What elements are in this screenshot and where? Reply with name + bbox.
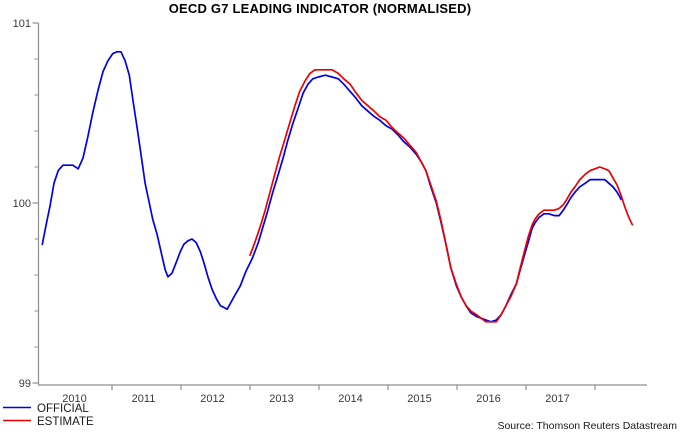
series-line-official bbox=[41, 50, 623, 323]
legend: OFFICIAL ESTIMATE bbox=[3, 403, 94, 428]
legend-item-official: OFFICIAL bbox=[3, 403, 89, 415]
legend-label-estimate: ESTIMATE bbox=[37, 416, 94, 428]
x-axis-label: 2010 bbox=[62, 393, 86, 405]
x-axis-label: 2016 bbox=[476, 393, 500, 405]
series-line-estimate bbox=[249, 68, 634, 323]
x-axis-label: 2014 bbox=[338, 393, 362, 405]
legend-label-official: OFFICIAL bbox=[37, 403, 89, 415]
y-axis-label: 99 bbox=[19, 378, 31, 390]
chart-title: OECD G7 LEADING INDICATOR (NORMALISED) bbox=[169, 1, 472, 16]
series-lines bbox=[41, 50, 634, 323]
axes: 99 100 101 2010 2011 2012 2013 2014 2015 2016 2017 bbox=[13, 18, 647, 405]
legend-item-estimate: ESTIMATE bbox=[3, 416, 94, 428]
x-axis-label: 2011 bbox=[132, 393, 156, 405]
axis-spines bbox=[37, 23, 647, 386]
x-axis-label: 2013 bbox=[269, 393, 293, 405]
y-axis-label: 100 bbox=[13, 198, 31, 210]
source-text: Source: Thomson Reuters Datastream bbox=[497, 420, 677, 432]
x-axis-label: 2012 bbox=[200, 393, 224, 405]
x-axis-label: 2017 bbox=[545, 393, 569, 405]
x-axis-label: 2015 bbox=[407, 393, 431, 405]
y-axis-label: 101 bbox=[13, 18, 31, 30]
